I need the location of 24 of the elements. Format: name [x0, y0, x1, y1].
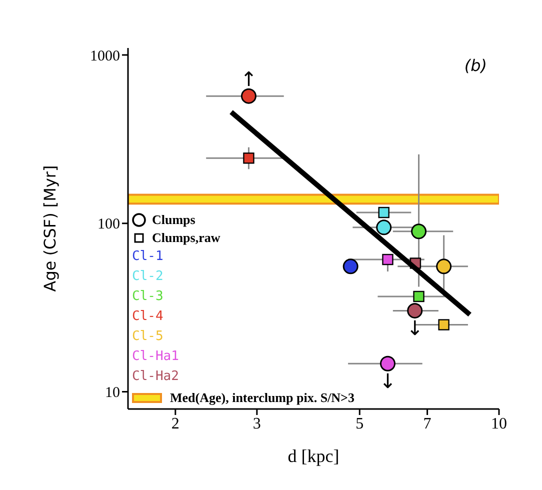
x-tick-label: 10 — [491, 415, 507, 432]
text: Cl-1 — [132, 248, 164, 266]
annotation: ↓ — [406, 316, 424, 340]
y-tick-label: 10 — [105, 385, 120, 402]
x-tick-label: 3 — [252, 415, 261, 432]
text: Cl-3 — [132, 288, 164, 306]
x-axis-title: d [kpc] — [288, 446, 340, 466]
annotation: Clumps — [152, 211, 196, 229]
y-tick-label: 100 — [98, 216, 120, 233]
annotation: (b) — [464, 56, 487, 75]
x-tick-label: 7 — [423, 415, 432, 432]
y-axis-title: Age (CSF) [Myr] — [40, 165, 60, 292]
annotation: Clumps,raw — [152, 229, 220, 247]
legend-label: Med(Age), interclump pix. S/N>3 — [170, 389, 354, 407]
y-tick-label: 1000 — [90, 48, 120, 64]
text: Cl-Ha1 — [132, 348, 180, 366]
text: Cl-5 — [132, 328, 164, 346]
text: Cl-2 — [132, 268, 164, 286]
annotation: ↓ — [379, 368, 396, 393]
x-tick-label: 5 — [356, 415, 364, 432]
text: Cl-Ha2 — [132, 368, 180, 386]
x-tick-label: 2 — [171, 415, 180, 432]
text: Cl-4 — [132, 308, 164, 326]
annotation: ↑ — [240, 67, 258, 92]
